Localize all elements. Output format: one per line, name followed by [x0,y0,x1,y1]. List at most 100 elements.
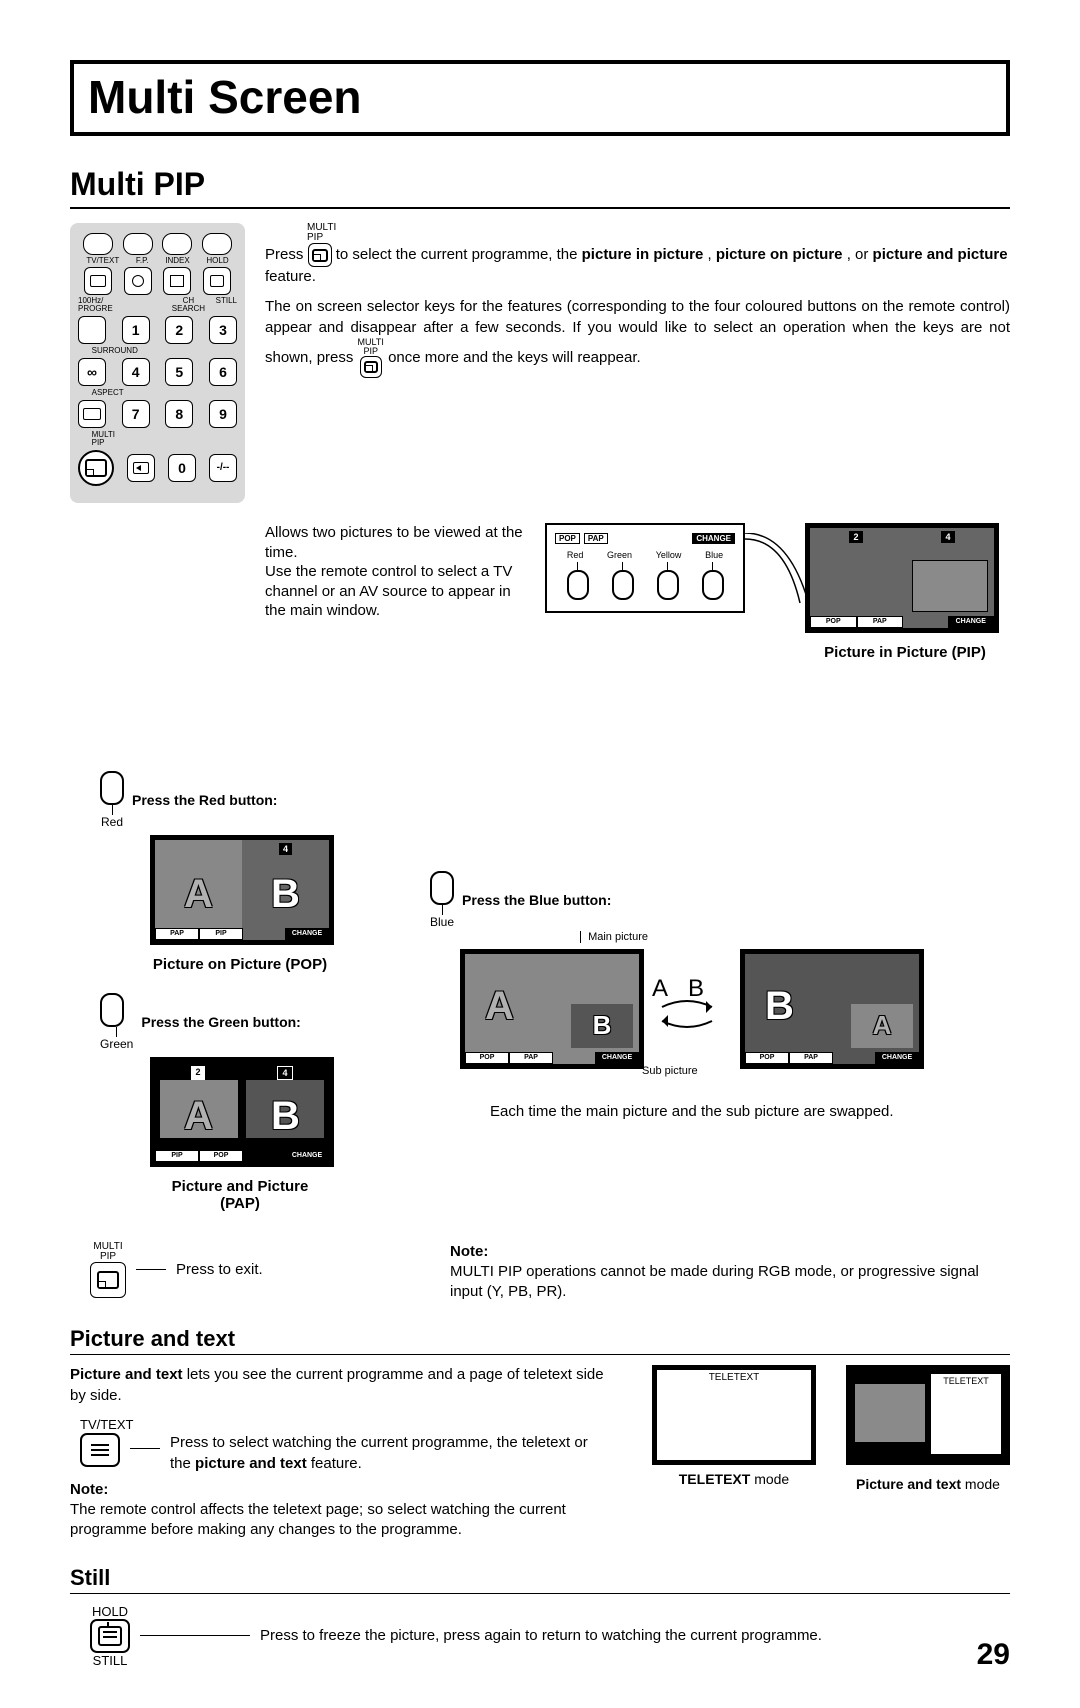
swap-screen-right: B A POP PAP CHANGE [740,949,924,1069]
picture-and-text-section: Picture and text Picture and text lets y… [70,1326,1010,1540]
remote-btn-hold [203,267,231,295]
remote-blue-btn [202,233,232,255]
pap-ch2: 2 [191,1066,204,1080]
pop-B: B [271,872,300,917]
pip-bar-change: CHANGE [692,533,735,544]
pat-note-text: The remote control affects the teletext … [70,1501,566,1538]
remote-green-btn [123,233,153,255]
pip-caption: Picture in Picture (PIP) [805,644,1005,661]
press-red-text: Press the Red button: [132,792,277,808]
swap-r-A: A [873,1010,892,1041]
remote-yellow-btn [162,233,192,255]
remote-btn-return [127,454,155,482]
page-title-box: Multi Screen [70,60,1010,136]
remote-num-6: 6 [209,358,237,386]
pap-bb-pip: PIP [155,1150,199,1162]
pop-ch4: 4 [279,843,292,855]
intro-p1-bold2: picture on picture [716,246,843,263]
exit-icon-pip: PIP [90,1252,126,1262]
pop-bb-pap: PAP [155,928,199,940]
multipip-icon-inline-2 [360,356,382,378]
pat-note-label: Note: [70,1481,108,1498]
pip-screen: 2 4 POP PAP CHANGE [805,523,999,633]
multi-pip-heading: Multi PIP [70,166,1010,203]
remote-num-2: 2 [165,316,193,344]
page-number: 29 [977,1638,1010,1672]
swr-pop: POP [745,1052,789,1064]
green-label: Green [100,1037,133,1051]
exit-icon-multi: MULTI [90,1242,126,1252]
multipip-icon-inline-1 [308,243,332,267]
remote-num-8: 8 [165,400,193,428]
remote-btn-fp [124,267,152,295]
remote-label-progre: PROGRE [78,304,113,313]
pip-green: Green [607,550,632,560]
pip-bar-pop: POP [555,533,580,544]
intro-p1-bold1: picture in picture [582,246,704,263]
page-title: Multi Screen [88,70,992,124]
pat-press-bold: picture and text [195,1455,307,1472]
teletext-word-2: TELETEXT [931,1374,1001,1386]
pop-bb-change: CHANGE [285,928,329,940]
remote-red-btn [83,233,113,255]
inline-icon-label-pip: PIP [307,232,323,243]
still-label: STILL [90,1653,130,1668]
pap-bb-change: CHANGE [285,1150,329,1162]
pop-bb-pip: PIP [199,928,243,940]
teletext-mode-b: mode [750,1471,789,1487]
oval-yellow [657,570,679,600]
remote-label-surround: SURROUND [92,347,142,355]
still-heading: Still [70,1565,1010,1591]
multi-pip-section: Multi PIP TV/TEXT F.P. INDEX HOLD [70,166,1010,1302]
still-text: Press to freeze the picture, press again… [260,1627,822,1644]
main-picture-label: Main picture [588,931,648,943]
swr-pap: PAP [789,1052,833,1064]
pap-screen: 2 4 A B PIP POP CHANGE [150,1057,334,1167]
press-to-exit: Press to exit. [176,1261,263,1278]
inline2-pip: PIP [363,346,378,356]
intro-p1-a: Press [265,246,308,263]
intro-p1-bold3: picture and picture [873,246,1008,263]
pat-mode-a: Picture and text [856,1476,961,1492]
sub-picture-label: Sub picture [642,1065,698,1077]
pip-ch2: 2 [849,531,862,543]
pop-screen: 2 4 A B PAP PIP [150,835,334,945]
pat-press-b: feature. [307,1455,362,1472]
pat-heading: Picture and text [70,1326,1010,1352]
remote-num-1: 1 [122,316,150,344]
remote-label-fp: F.P. [136,257,149,265]
teletext-word-1: TELETEXT [657,1370,811,1383]
remote-btn-index [163,267,191,295]
remote-btn-multipip [78,450,114,486]
swap-text: Each time the main picture and the sub p… [490,1103,1010,1120]
tvtext-icon [80,1433,120,1467]
swap-r-B: B [765,984,794,1028]
pip-blue: Blue [705,550,723,560]
swap-screen-left: A B POP PAP CHANGE [460,949,644,1069]
swl-pop: POP [465,1052,509,1064]
pip-note-label: Note: [450,1243,488,1260]
pap-ch4: 4 [277,1066,292,1080]
green-oval-icon [100,993,124,1027]
pap-B: B [271,1094,300,1139]
intro-p1-b: to select the current programme, the [336,246,582,263]
pop-A: A [184,872,213,917]
remote-num-4: 4 [122,358,150,386]
swr-change: CHANGE [875,1052,919,1064]
remote-num-7: 7 [122,400,150,428]
allows-text: Allows two pictures to be viewed at the … [265,524,523,561]
pip-red: Red [567,550,584,560]
intro-p1-c: , [708,246,716,263]
pat-mode-b: mode [961,1476,1000,1492]
oval-blue [702,570,724,600]
intro-p1-d: , or [847,246,873,263]
remote-num-9: 9 [209,400,237,428]
pip-bb-pap: PAP [857,616,904,628]
hold-still-icon [90,1619,130,1653]
still-section: Still HOLD STILL Press to freeze the pic… [70,1565,1010,1668]
red-oval-icon [100,771,124,805]
swap-arrows: A B [652,975,722,1034]
pap-A: A [184,1094,213,1139]
remote-label-hold: HOLD [206,257,228,265]
remote-num-3: 3 [209,316,237,344]
